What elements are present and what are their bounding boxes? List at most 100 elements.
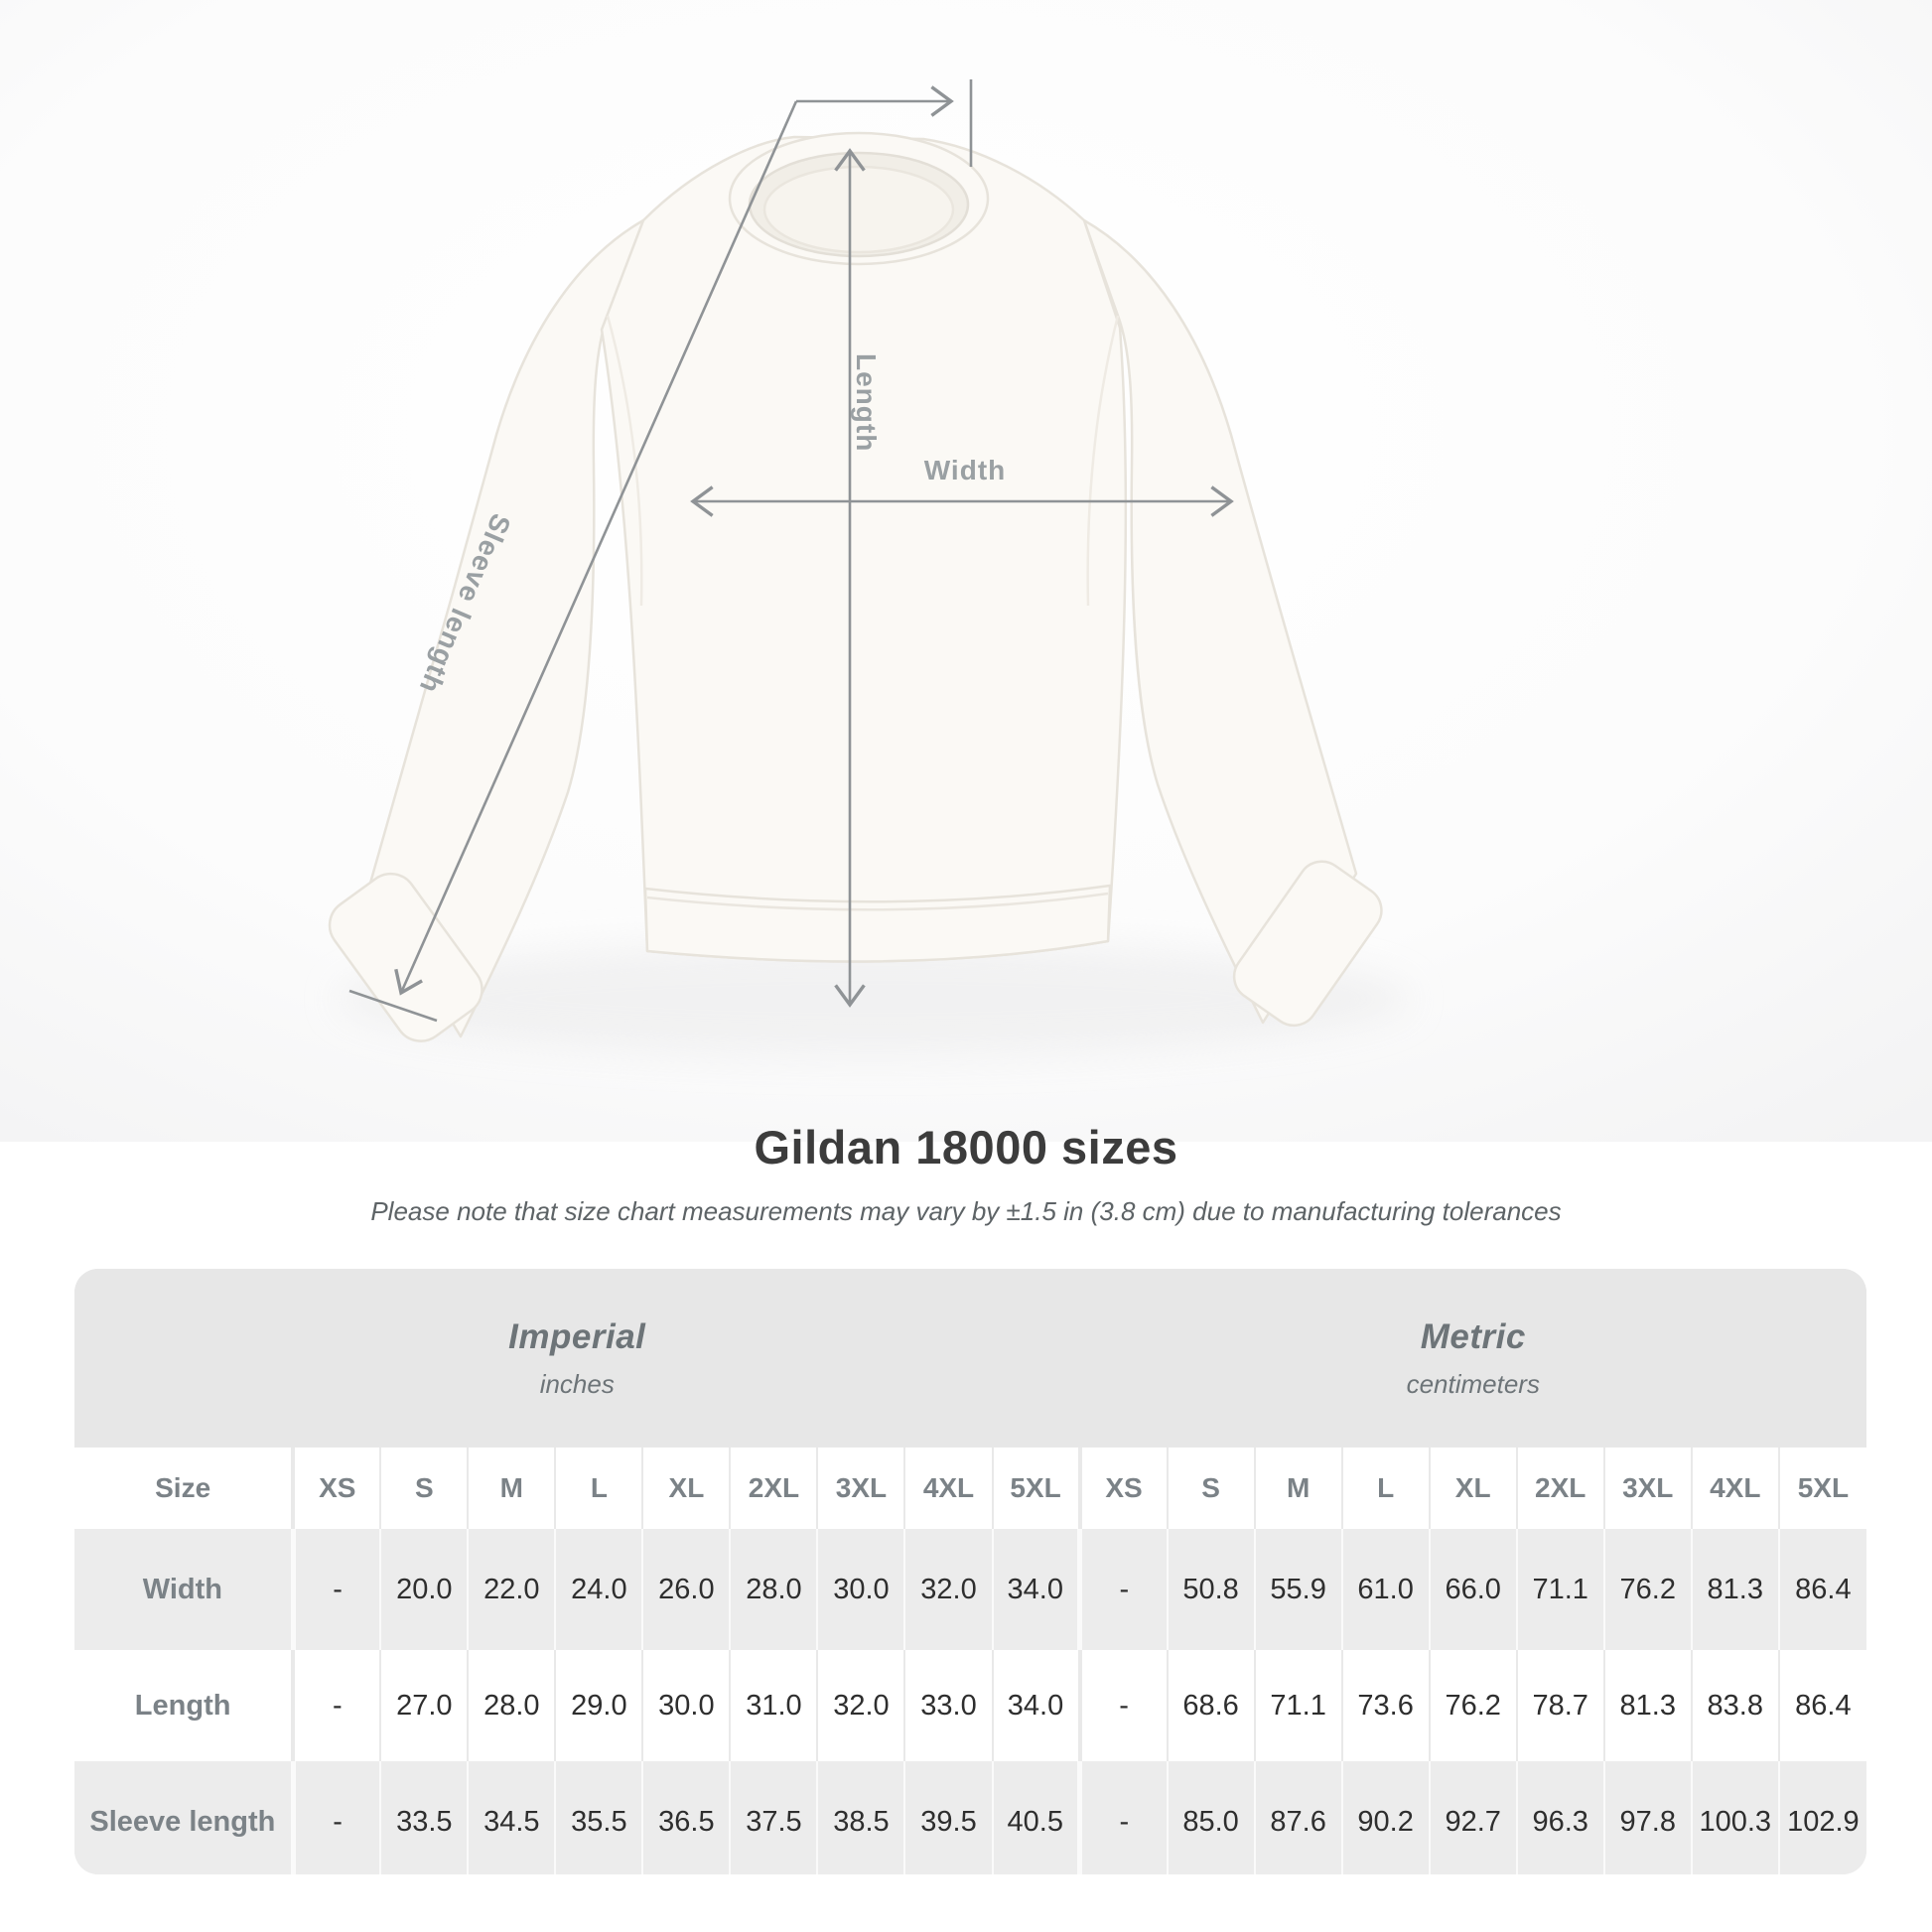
size-col-header: M bbox=[467, 1448, 556, 1529]
size-col-header: 4XL bbox=[903, 1448, 993, 1529]
imperial-group-unit: inches bbox=[539, 1368, 615, 1399]
size-table: Imperial inches Metric centimeters Size … bbox=[74, 1269, 1866, 1874]
sleeve-bottom-tick bbox=[348, 989, 438, 1023]
size-col-header: 4XL bbox=[1690, 1448, 1779, 1529]
table-cell: 29.0 bbox=[554, 1650, 643, 1761]
size-col-header: XL bbox=[641, 1448, 731, 1529]
right-sleeve bbox=[1082, 218, 1358, 1025]
width-measure-label: Width bbox=[923, 455, 1007, 485]
table-cell: 33.5 bbox=[379, 1761, 469, 1874]
size-col-header: 3XL bbox=[1602, 1448, 1692, 1529]
table-cell: 97.8 bbox=[1602, 1761, 1692, 1874]
table-cell: - bbox=[1077, 1761, 1168, 1874]
size-col-header: 5XL bbox=[991, 1448, 1080, 1529]
row-label: Sleeve length bbox=[89, 1805, 276, 1838]
table-cell: 66.0 bbox=[1428, 1529, 1517, 1650]
metric-group-unit: centimeters bbox=[1406, 1368, 1540, 1399]
right-cuff bbox=[1232, 860, 1383, 1028]
table-cell: - bbox=[1077, 1529, 1168, 1650]
table-cell: 68.6 bbox=[1166, 1650, 1255, 1761]
table-cell: 40.5 bbox=[991, 1761, 1080, 1874]
length-row: Length - 27.0 28.0 29.0 30.0 31.0 32.0 3… bbox=[74, 1650, 1866, 1761]
length-measure-label: Length bbox=[851, 353, 882, 453]
table-cell: 26.0 bbox=[641, 1529, 731, 1650]
table-cell: 83.8 bbox=[1690, 1650, 1779, 1761]
table-cell: 32.0 bbox=[816, 1650, 905, 1761]
right-armhole-seam bbox=[1086, 315, 1120, 607]
size-col-header: 2XL bbox=[729, 1448, 818, 1529]
size-col-header: S bbox=[379, 1448, 469, 1529]
size-col-header: 5XL bbox=[1777, 1448, 1866, 1529]
table-cell: 71.1 bbox=[1253, 1650, 1342, 1761]
table-cell: - bbox=[290, 1529, 381, 1650]
size-header-label: Size bbox=[155, 1472, 211, 1503]
collar-rib bbox=[762, 165, 955, 254]
table-cell: 73.6 bbox=[1340, 1650, 1430, 1761]
table-cell: - bbox=[1077, 1650, 1168, 1761]
table-cell: - bbox=[291, 1650, 381, 1761]
table-cell: 61.0 bbox=[1340, 1529, 1430, 1650]
table-cell: 30.0 bbox=[816, 1529, 905, 1650]
size-col-header: 3XL bbox=[816, 1448, 905, 1529]
sleeve-length-row: Sleeve length - 33.5 34.5 35.5 36.5 37.5… bbox=[74, 1761, 1866, 1874]
metric-group-name: Metric bbox=[1420, 1316, 1526, 1356]
hem-stitch bbox=[646, 892, 1109, 911]
table-cell: 78.7 bbox=[1515, 1650, 1604, 1761]
table-cell: 102.9 bbox=[1777, 1761, 1866, 1874]
table-cell: 86.4 bbox=[1777, 1650, 1866, 1761]
tolerance-note: Please note that size chart measurements… bbox=[370, 1196, 1562, 1226]
table-cell: 24.0 bbox=[554, 1529, 643, 1650]
table-cell: 27.0 bbox=[379, 1650, 469, 1761]
table-cell: 50.8 bbox=[1166, 1529, 1255, 1650]
table-cell: 33.0 bbox=[903, 1650, 993, 1761]
table-cell: 71.1 bbox=[1515, 1529, 1604, 1650]
table-cell: 81.3 bbox=[1690, 1529, 1779, 1650]
size-col-header: S bbox=[1166, 1448, 1255, 1529]
sweatshirt-illustration bbox=[0, 0, 1932, 1142]
metric-group-header: Metric centimeters bbox=[1079, 1269, 1866, 1448]
table-cell: 34.0 bbox=[991, 1529, 1080, 1650]
table-cell: 76.2 bbox=[1602, 1529, 1692, 1650]
table-cell: 37.5 bbox=[729, 1761, 818, 1874]
heading: Gildan 18000 sizes Please note that size… bbox=[0, 1120, 1932, 1227]
table-cell: 86.4 bbox=[1777, 1529, 1866, 1650]
table-cell: 20.0 bbox=[379, 1529, 469, 1650]
table-cell: 28.0 bbox=[467, 1650, 556, 1761]
size-col-header: XS bbox=[1077, 1448, 1168, 1529]
imperial-group-name: Imperial bbox=[508, 1316, 646, 1356]
size-table-panel: Imperial inches Metric centimeters Size … bbox=[74, 1269, 1866, 1874]
table-cell: 55.9 bbox=[1253, 1529, 1342, 1650]
row-label: Width bbox=[142, 1573, 223, 1605]
size-col-header: XL bbox=[1428, 1448, 1517, 1529]
size-col-header: XS bbox=[291, 1448, 381, 1529]
imperial-group-header: Imperial inches bbox=[74, 1269, 1080, 1448]
table-cell: 22.0 bbox=[467, 1529, 556, 1650]
table-cell: 100.3 bbox=[1690, 1761, 1779, 1874]
measurement-lines bbox=[348, 79, 1234, 1023]
garment-shadow bbox=[338, 941, 1410, 1056]
table-cell: 85.0 bbox=[1166, 1761, 1255, 1874]
table-cell: 38.5 bbox=[816, 1761, 905, 1874]
table-cell: 36.5 bbox=[641, 1761, 731, 1874]
table-cell: 76.2 bbox=[1428, 1650, 1517, 1761]
table-cell: 87.6 bbox=[1253, 1761, 1342, 1874]
table-cell: 35.5 bbox=[554, 1761, 643, 1874]
table-cell: 34.5 bbox=[467, 1761, 556, 1874]
size-col-header: 2XL bbox=[1515, 1448, 1604, 1529]
table-cell: - bbox=[290, 1761, 381, 1874]
unit-group-row: Imperial inches Metric centimeters bbox=[74, 1269, 1866, 1448]
left-sleeve bbox=[367, 218, 645, 1038]
table-cell: 81.3 bbox=[1602, 1650, 1692, 1761]
size-col-header: M bbox=[1253, 1448, 1342, 1529]
table-cell: 28.0 bbox=[729, 1529, 818, 1650]
left-cuff bbox=[328, 872, 483, 1042]
sleeve-length-line bbox=[394, 100, 798, 996]
size-col-header: L bbox=[554, 1448, 643, 1529]
width-row: Width - 20.0 22.0 24.0 26.0 28.0 30.0 32… bbox=[74, 1529, 1866, 1650]
table-cell: 39.5 bbox=[903, 1761, 993, 1874]
product-photo: Length Width Sleeve length bbox=[0, 0, 1932, 1142]
row-label: Length bbox=[134, 1689, 231, 1722]
size-col-header: L bbox=[1340, 1448, 1430, 1529]
table-cell: 90.2 bbox=[1340, 1761, 1430, 1874]
table-cell: 32.0 bbox=[903, 1529, 993, 1650]
